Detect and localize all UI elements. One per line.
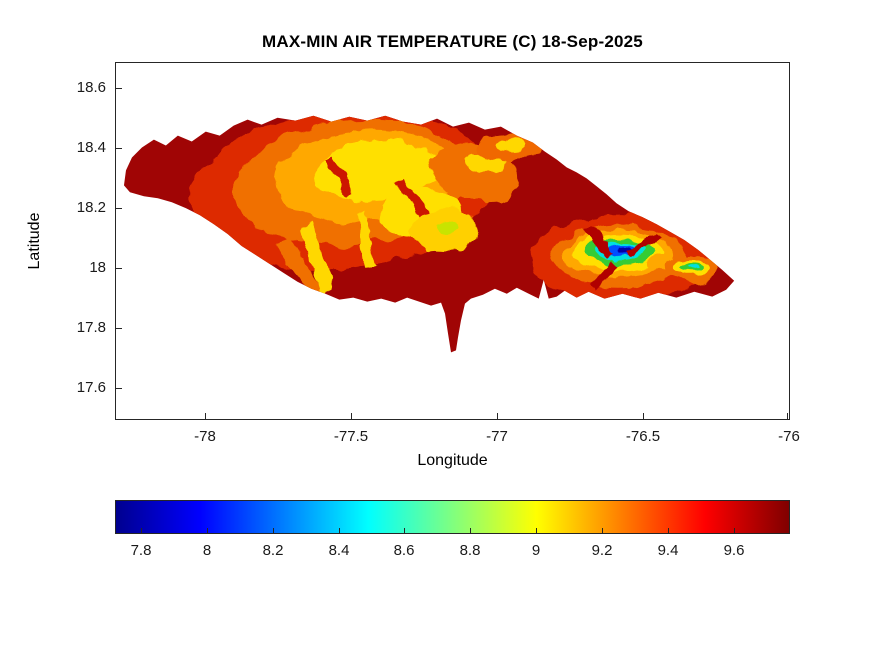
temperature-field: [189, 115, 719, 304]
y-tick-mark: [116, 328, 122, 329]
colorbar-tick-label: 8: [202, 542, 212, 559]
y-tick-mark: [116, 388, 122, 389]
x-tick-mark: [497, 413, 498, 419]
x-tick-label: -77: [486, 428, 508, 445]
colorbar-tick-mark: [536, 528, 537, 533]
colorbar: [115, 500, 790, 534]
colorbar-tick-label: 9.6: [723, 542, 745, 559]
colorbar-tick-mark: [141, 528, 142, 533]
x-tick-mark: [643, 413, 644, 419]
colorbar-tick-label: 8.6: [393, 542, 415, 559]
y-tick-label: 17.6: [76, 379, 106, 396]
y-tick-label: 18: [89, 259, 106, 276]
x-axis-label: Longitude: [417, 452, 488, 469]
y-tick-mark: [116, 148, 122, 149]
colorbar-tick-mark: [470, 528, 471, 533]
x-tick-mark: [787, 413, 788, 419]
y-tick-mark: [116, 268, 122, 269]
colorbar-tick-label: 9: [531, 542, 541, 559]
east-tip-local-low: [646, 254, 719, 283]
colorbar-tick-mark: [602, 528, 603, 533]
x-tick-label: -76: [778, 428, 800, 445]
y-tick-label: 18.6: [76, 79, 106, 96]
colorbar-tick-label: 9.2: [591, 542, 613, 559]
y-tick-mark: [116, 88, 122, 89]
x-tick-label: -76.5: [625, 428, 661, 445]
y-tick-label: 17.8: [76, 319, 106, 336]
colorbar-tick-mark: [668, 528, 669, 533]
colorbar-tick-label: 8.4: [328, 542, 350, 559]
colorbar-tick-label: 7.8: [130, 542, 152, 559]
blue-mountains-minimum: [529, 215, 710, 303]
colorbar-tick-label: 8.2: [262, 542, 284, 559]
x-tick-label: -78: [194, 428, 216, 445]
y-tick-label: 18.2: [76, 199, 106, 216]
west-central-warm-anomaly: [189, 115, 542, 304]
colorbar-tick-mark: [734, 528, 735, 533]
y-tick-label: 18.4: [76, 139, 106, 156]
y-axis-label: Latitude: [26, 212, 43, 270]
plot-axes: [115, 62, 790, 420]
y-tick-mark: [116, 208, 122, 209]
plot-title: MAX-MIN AIR TEMPERATURE (C) 18-Sep-2025: [262, 32, 643, 51]
colorbar-tick-mark: [339, 528, 340, 533]
colorbar-tick-mark: [207, 528, 208, 533]
jamaica-temperature-map: [123, 115, 735, 353]
colorbar-tick-mark: [404, 528, 405, 533]
colorbar-tick-label: 8.8: [459, 542, 481, 559]
x-tick-label: -77.5: [333, 428, 369, 445]
colorbar-tick-mark: [273, 528, 274, 533]
colorbar-tick-label: 9.4: [657, 542, 679, 559]
x-tick-mark: [351, 413, 352, 419]
x-tick-mark: [205, 413, 206, 419]
